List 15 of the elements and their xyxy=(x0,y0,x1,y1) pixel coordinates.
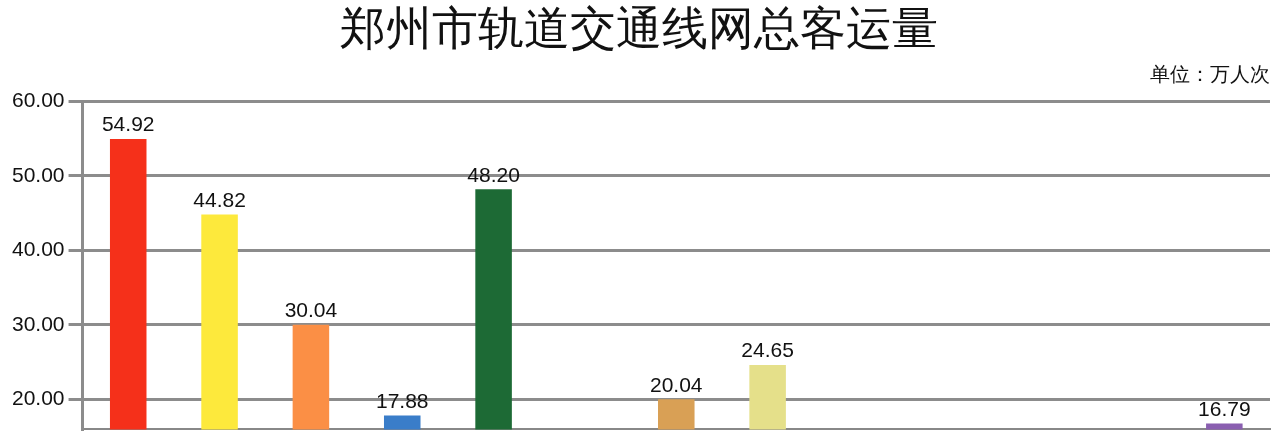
data-label: 20.04 xyxy=(649,372,703,396)
data-label: 54.92 xyxy=(101,112,155,136)
data-label: 17.88 xyxy=(375,388,429,412)
data-label: 44.82 xyxy=(193,187,246,211)
data-label: 24.65 xyxy=(741,338,794,362)
data-label: 48.20 xyxy=(467,162,520,186)
data-label: 30.04 xyxy=(284,297,338,321)
y-tick-label: 40.00 xyxy=(11,237,65,261)
chart-subtitle: 单位：万人次 xyxy=(1150,62,1270,85)
chart-title: 郑州市轨道交通线网总客运量 xyxy=(340,2,938,55)
y-tick-label: 60.00 xyxy=(11,88,65,111)
y-tick-label: 50.00 xyxy=(11,162,65,186)
y-tick-label: 20.00 xyxy=(11,386,65,410)
data-label: 16.79 xyxy=(1198,396,1251,420)
y-tick-label: 30.00 xyxy=(11,311,65,335)
